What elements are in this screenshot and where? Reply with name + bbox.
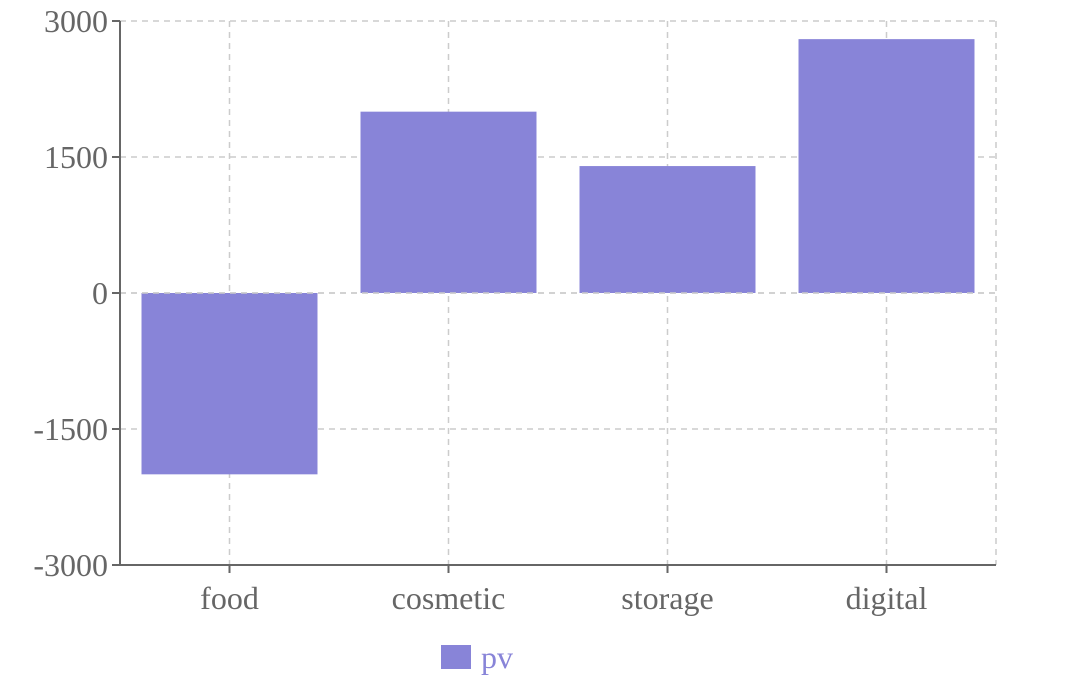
x-tick-label: cosmetic [392, 580, 506, 616]
y-tick-label: 0 [92, 275, 108, 311]
y-tick-label: 1500 [44, 139, 108, 175]
bar-cosmetic[interactable] [360, 111, 537, 294]
bar-food[interactable] [141, 293, 318, 475]
x-axis-ticks: food cosmetic storage digital [200, 565, 927, 616]
bar-storage[interactable] [579, 166, 756, 293]
x-tick-label: food [200, 580, 259, 616]
bars [120, 39, 996, 475]
x-tick-label: digital [846, 580, 928, 616]
legend-swatch-pv [441, 645, 471, 669]
legend: pv [441, 639, 513, 675]
y-tick-label: 3000 [44, 3, 108, 39]
bar-digital[interactable] [798, 39, 975, 294]
y-axis-ticks: 3000 1500 0 -1500 -3000 [33, 3, 120, 583]
legend-label-pv: pv [481, 639, 513, 675]
y-tick-label: -3000 [33, 547, 108, 583]
y-tick-label: -1500 [33, 411, 108, 447]
x-tick-label: storage [621, 580, 713, 616]
